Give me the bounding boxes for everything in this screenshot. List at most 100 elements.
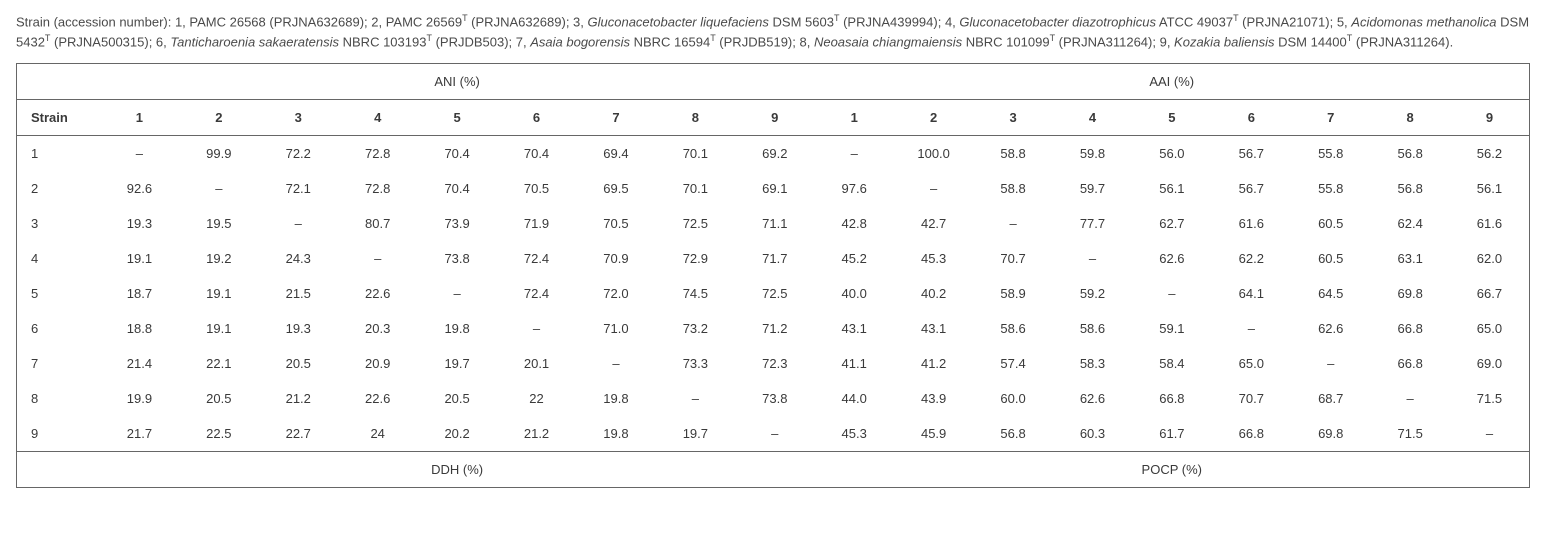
data-cell: 71.7 — [735, 241, 814, 276]
data-cell: 19.8 — [576, 381, 655, 416]
caption-text: Strain (accession number): 1, PAMC 26568… — [16, 14, 462, 29]
table-row: 618.819.119.320.319.8–71.073.271.243.143… — [17, 311, 1530, 346]
data-cell: 56.1 — [1132, 171, 1211, 206]
data-cell: 42.7 — [894, 206, 973, 241]
data-cell: 73.3 — [656, 346, 735, 381]
data-cell: 70.4 — [417, 135, 496, 171]
data-cell: 72.4 — [497, 276, 576, 311]
data-cell: 72.8 — [338, 135, 417, 171]
data-cell: 73.9 — [417, 206, 496, 241]
data-cell: 22.6 — [338, 276, 417, 311]
data-cell: 61.7 — [1132, 416, 1211, 452]
data-cell: 69.1 — [735, 171, 814, 206]
table-caption: Strain (accession number): 1, PAMC 26568… — [16, 12, 1530, 53]
row-label: 1 — [17, 135, 100, 171]
caption-text: DSM 5603 — [769, 14, 834, 29]
data-cell: – — [1450, 416, 1530, 452]
data-cell: 70.5 — [497, 171, 576, 206]
data-cell: 56.0 — [1132, 135, 1211, 171]
data-cell: 19.3 — [100, 206, 179, 241]
data-cell: 65.0 — [1450, 311, 1530, 346]
data-cell: 71.9 — [497, 206, 576, 241]
data-cell: – — [576, 346, 655, 381]
data-cell: 60.5 — [1291, 241, 1370, 276]
species-name: Neoasaia chiangmaiensis — [814, 35, 962, 50]
data-cell: 19.2 — [179, 241, 258, 276]
data-cell: 73.2 — [656, 311, 735, 346]
data-cell: 19.8 — [576, 416, 655, 452]
row-label: 8 — [17, 381, 100, 416]
data-cell: 22.1 — [179, 346, 258, 381]
col-header: 1 — [815, 99, 894, 135]
data-cell: 43.1 — [894, 311, 973, 346]
col-header: 5 — [417, 99, 496, 135]
data-cell: 59.2 — [1053, 276, 1132, 311]
data-cell: 20.5 — [417, 381, 496, 416]
data-cell: 62.0 — [1450, 241, 1530, 276]
data-cell: 21.4 — [100, 346, 179, 381]
data-cell: 60.0 — [973, 381, 1052, 416]
data-cell: 70.1 — [656, 171, 735, 206]
data-cell: 20.9 — [338, 346, 417, 381]
data-cell: 19.7 — [417, 346, 496, 381]
data-cell: 70.9 — [576, 241, 655, 276]
section-spacer — [17, 451, 100, 487]
data-cell: 40.0 — [815, 276, 894, 311]
column-header-row: Strain 1 2 3 4 5 6 7 8 9 1 2 3 4 5 6 7 8… — [17, 99, 1530, 135]
data-cell: 57.4 — [973, 346, 1052, 381]
data-cell: 70.7 — [973, 241, 1052, 276]
data-cell: 68.7 — [1291, 381, 1370, 416]
data-cell: 18.8 — [100, 311, 179, 346]
data-cell: 18.7 — [100, 276, 179, 311]
data-cell: 77.7 — [1053, 206, 1132, 241]
caption-text: (PRJNA311264). — [1352, 35, 1453, 50]
section-label-ani: ANI (%) — [100, 63, 815, 99]
data-cell: 80.7 — [338, 206, 417, 241]
caption-text: (PRJNA439994); 4, — [839, 14, 959, 29]
table-row: 292.6–72.172.870.470.569.570.169.197.6–5… — [17, 171, 1530, 206]
data-cell: – — [1053, 241, 1132, 276]
col-header: 6 — [1212, 99, 1291, 135]
data-cell: 69.2 — [735, 135, 814, 171]
data-cell: 20.2 — [417, 416, 496, 452]
data-cell: – — [894, 171, 973, 206]
data-cell: 20.5 — [179, 381, 258, 416]
data-cell: 45.3 — [894, 241, 973, 276]
data-cell: 70.7 — [1212, 381, 1291, 416]
data-cell: 43.1 — [815, 311, 894, 346]
row-label: 9 — [17, 416, 100, 452]
section-label-pocp: POCP (%) — [815, 451, 1530, 487]
data-cell: – — [100, 135, 179, 171]
data-cell: 40.2 — [894, 276, 973, 311]
section-header-row-bottom: DDH (%) POCP (%) — [17, 451, 1530, 487]
row-label: 5 — [17, 276, 100, 311]
data-cell: 21.2 — [259, 381, 338, 416]
data-cell: 62.6 — [1291, 311, 1370, 346]
caption-text: (PRJNA21071); 5, — [1239, 14, 1352, 29]
data-cell: 19.3 — [259, 311, 338, 346]
data-cell: 58.3 — [1053, 346, 1132, 381]
col-header: 8 — [656, 99, 735, 135]
col-header: 9 — [735, 99, 814, 135]
row-label: 6 — [17, 311, 100, 346]
data-cell: 21.5 — [259, 276, 338, 311]
data-cell: 24.3 — [259, 241, 338, 276]
data-cell: 66.8 — [1370, 346, 1449, 381]
data-cell: 55.8 — [1291, 171, 1370, 206]
data-cell: 73.8 — [417, 241, 496, 276]
col-header: 2 — [894, 99, 973, 135]
data-cell: 69.4 — [576, 135, 655, 171]
data-cell: 97.6 — [815, 171, 894, 206]
table-row: 819.920.521.222.620.52219.8–73.844.043.9… — [17, 381, 1530, 416]
table-body: 1–99.972.272.870.470.469.470.169.2–100.0… — [17, 135, 1530, 451]
data-cell: 62.6 — [1053, 381, 1132, 416]
data-cell: 69.8 — [1291, 416, 1370, 452]
col-header: 5 — [1132, 99, 1211, 135]
data-cell: 45.3 — [815, 416, 894, 452]
data-cell: 42.8 — [815, 206, 894, 241]
table-row: 319.319.5–80.773.971.970.572.571.142.842… — [17, 206, 1530, 241]
data-cell: 66.8 — [1370, 311, 1449, 346]
data-cell: 58.8 — [973, 135, 1052, 171]
data-cell: 56.8 — [1370, 171, 1449, 206]
data-cell: 72.1 — [259, 171, 338, 206]
